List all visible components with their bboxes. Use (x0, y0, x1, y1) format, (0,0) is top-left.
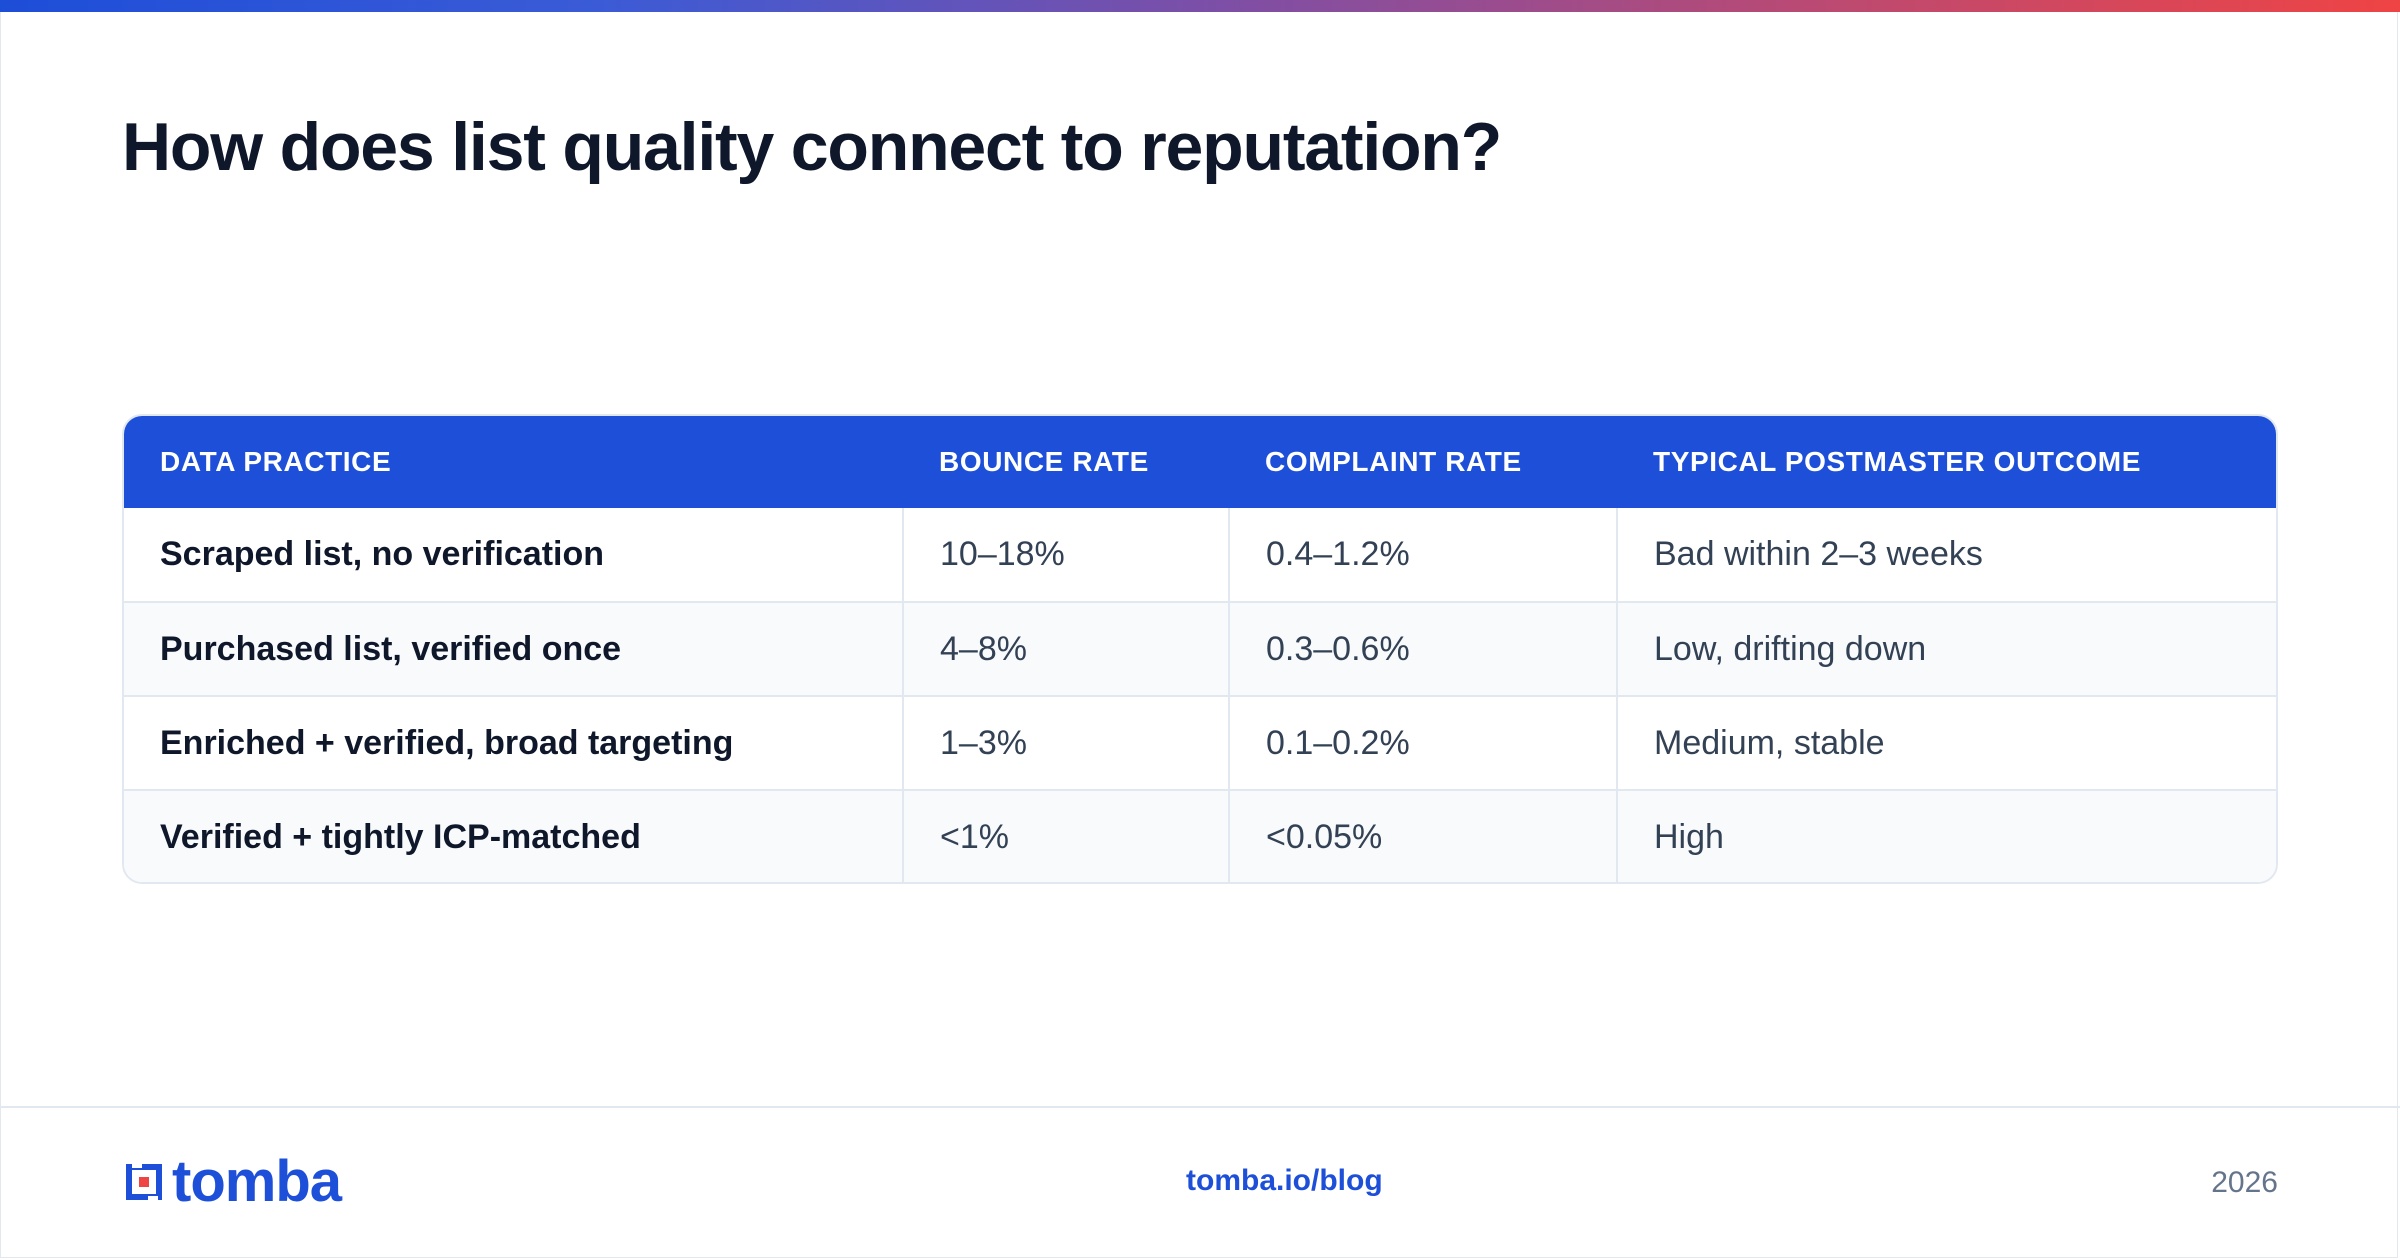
header-bounce-rate: BOUNCE RATE (939, 446, 1149, 477)
cell-complaint-rate: 0.1–0.2% (1228, 695, 1617, 790)
footer-year: 2026 (2211, 1166, 2278, 1199)
footer-divider (0, 1106, 2400, 1108)
tomba-logo[interactable]: tomba (122, 1149, 342, 1214)
cell-outcome: Medium, stable (1616, 695, 2276, 790)
table-row: Scraped list, no verification 10–18% 0.4… (124, 508, 2276, 602)
logo-wordmark: tomba (172, 1149, 342, 1214)
blog-link[interactable]: tomba.io/blog (1186, 1164, 1383, 1197)
table-row: Purchased list, verified once 4–8% 0.3–0… (124, 601, 2276, 696)
cell-practice: Verified + tightly ICP-matched (124, 789, 903, 882)
table-row: Enriched + verified, broad targeting 1–3… (124, 695, 2276, 790)
page-title: How does list quality connect to reputat… (122, 109, 1502, 185)
cell-practice: Purchased list, verified once (124, 601, 903, 696)
cell-bounce-rate: 10–18% (902, 508, 1229, 602)
table-row: Verified + tightly ICP-matched <1% <0.05… (124, 789, 2276, 882)
cell-bounce-rate: <1% (902, 789, 1229, 882)
cell-bounce-rate: 1–3% (902, 695, 1229, 790)
cell-complaint-rate: 0.3–0.6% (1228, 601, 1617, 696)
header-complaint-rate: COMPLAINT RATE (1265, 446, 1522, 477)
tomba-logo-icon (126, 1162, 162, 1202)
comparison-table: DATA PRACTICE BOUNCE RATE COMPLAINT RATE… (124, 416, 2276, 882)
cell-outcome: Low, drifting down (1616, 601, 2276, 696)
gradient-accent-bar (0, 0, 2400, 12)
cell-complaint-rate: <0.05% (1228, 789, 1617, 882)
comparison-table-card: DATA PRACTICE BOUNCE RATE COMPLAINT RATE… (122, 414, 2278, 884)
cell-bounce-rate: 4–8% (902, 601, 1229, 696)
cell-outcome: Bad within 2–3 weeks (1616, 508, 2276, 602)
header-data-practice: DATA PRACTICE (160, 446, 392, 477)
cell-complaint-rate: 0.4–1.2% (1228, 508, 1617, 602)
cell-practice: Enriched + verified, broad targeting (124, 695, 903, 790)
cell-outcome: High (1616, 789, 2276, 882)
table-header-row: DATA PRACTICE BOUNCE RATE COMPLAINT RATE… (124, 416, 2276, 508)
header-postmaster-outcome: TYPICAL POSTMASTER OUTCOME (1653, 446, 2141, 477)
cell-practice: Scraped list, no verification (160, 535, 605, 573)
